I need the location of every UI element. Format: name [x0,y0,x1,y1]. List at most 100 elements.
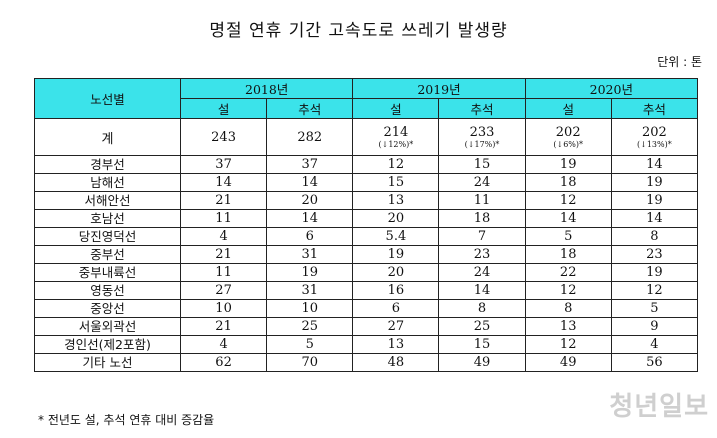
table-cell: 20 [266,191,354,210]
table-cell: 24 [438,173,526,192]
table-row: 중부선 21 31 19 23 18 23 [34,245,699,264]
table-cell: 22 [524,263,612,282]
total-cell: 202 (↓6%)* [524,118,612,156]
publisher-watermark: 청년일보 [609,392,709,422]
table-cell: 62 [179,353,268,372]
route-name: 호남선 [34,209,181,228]
table-cell: 4 [610,335,699,354]
table-cell: 20 [352,263,440,282]
table-cell: 12 [352,155,440,174]
table-cell: 18 [438,209,526,228]
table-cell: 23 [610,245,699,264]
route-name: 중앙선 [34,299,181,318]
table-cell: 20 [352,209,440,228]
total-value: 202 [555,124,581,140]
holiday-header: 설 [352,98,440,119]
table-cell: 31 [266,245,354,264]
table-cell: 14 [179,173,268,192]
table-row: 당진영덕선 4 6 5.4 7 5 8 [34,227,699,246]
table-cell: 13 [352,335,440,354]
table-cell: 19 [266,263,354,282]
table-cell: 5 [266,335,354,354]
table-row: 서울외곽선 21 25 27 25 13 9 [34,317,699,336]
table-cell: 37 [266,155,354,174]
table-cell: 48 [352,353,440,372]
total-change: (↓17%)* [464,139,500,149]
route-name: 당진영덕선 [34,227,181,246]
table-cell: 12 [524,335,612,354]
total-cell: 233 (↓17%)* [438,118,526,156]
year-header-2020: 2020년 [524,78,699,99]
table-cell: 19 [524,155,612,174]
table-cell: 27 [352,317,440,336]
table-cell: 14 [266,209,354,228]
table-cell: 23 [438,245,526,264]
holiday-header: 설 [179,98,268,119]
table-row: 영동선 27 31 16 14 12 12 [34,281,699,300]
total-cell: 202 (↓13%)* [610,118,699,156]
table-cell: 14 [610,209,699,228]
total-cell: 282 [266,118,354,156]
table-cell: 70 [266,353,354,372]
holiday-header: 추석 [610,98,699,119]
unit-label: 단위 : 톤 [657,55,702,69]
table-cell: 13 [524,317,612,336]
route-name: 서해안선 [34,191,181,210]
total-value: 282 [297,129,323,145]
year-header-2019: 2019년 [352,78,526,99]
table-cell: 12 [524,191,612,210]
route-name: 중부내륙선 [34,263,181,282]
table-cell: 31 [266,281,354,300]
table-cell: 21 [179,317,268,336]
table-cell: 25 [266,317,354,336]
table-cell: 49 [524,353,612,372]
total-change: (↓6%)* [553,139,584,149]
table-cell: 15 [438,335,526,354]
table-cell: 5.4 [352,227,440,246]
table-cell: 19 [610,173,699,192]
table-row: 경인선(제2포함) 4 5 13 15 12 4 [34,335,699,354]
table-cell: 11 [179,209,268,228]
holiday-header: 추석 [266,98,354,119]
table-cell: 25 [438,317,526,336]
total-label: 계 [34,118,181,156]
table-cell: 19 [610,263,699,282]
table-row: 중부내륙선 11 19 20 24 22 19 [34,263,699,282]
total-value: 202 [641,124,667,140]
total-cell: 243 [179,118,268,156]
table-cell: 14 [524,209,612,228]
table-row: 남해선 14 14 15 24 18 19 [34,173,699,192]
table-cell: 10 [266,299,354,318]
table-cell: 8 [438,299,526,318]
garbage-table: 노선별 2018년 2019년 2020년 설 추석 설 추석 설 추석 계 2… [34,78,699,372]
table-cell: 18 [524,173,612,192]
table-cell: 8 [610,227,699,246]
footnote: * 전년도 설, 추석 연휴 대비 증감율 [38,413,215,427]
holiday-header: 추석 [438,98,526,119]
total-cell: 214 (↓12%)* [352,118,440,156]
route-name: 영동선 [34,281,181,300]
table-cell: 21 [179,245,268,264]
table-cell: 37 [179,155,268,174]
table-cell: 19 [352,245,440,264]
table-cell: 15 [438,155,526,174]
table-row: 중앙선 10 10 6 8 8 5 [34,299,699,318]
year-header-2018: 2018년 [179,78,354,99]
route-name: 중부선 [34,245,181,264]
table-row: 호남선 11 14 20 18 14 14 [34,209,699,228]
table-cell: 56 [610,353,699,372]
table-row: 서해안선 21 20 13 11 12 19 [34,191,699,210]
route-name: 남해선 [34,173,181,192]
table-cell: 16 [352,281,440,300]
table-cell: 15 [352,173,440,192]
table-cell: 49 [438,353,526,372]
table-cell: 14 [438,281,526,300]
table-cell: 21 [179,191,268,210]
route-name: 기타 노선 [34,353,181,372]
route-header: 노선별 [34,78,181,119]
table-cell: 13 [352,191,440,210]
table-cell: 12 [524,281,612,300]
total-change: (↓13%)* [637,139,672,149]
total-value: 243 [211,129,236,145]
route-name: 경인선(제2포함) [34,335,181,354]
